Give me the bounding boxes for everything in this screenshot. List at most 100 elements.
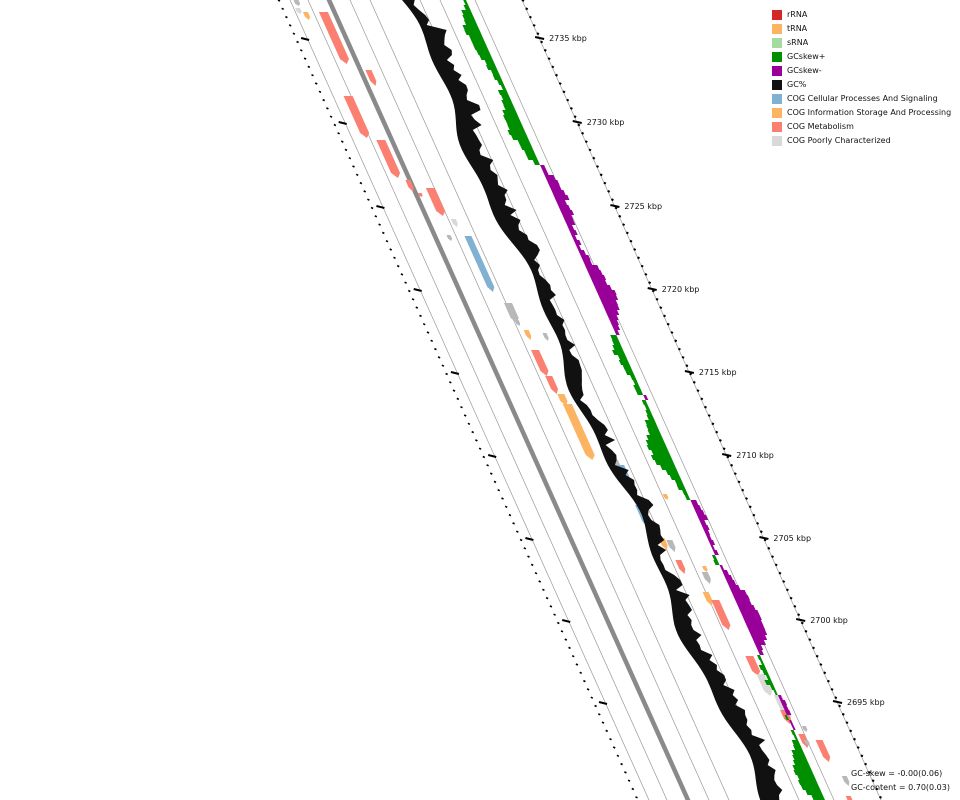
inner-major-tick [561, 619, 571, 623]
legend-label: GCskew+ [787, 52, 826, 61]
inner-minor-tick [378, 223, 381, 226]
gc-skew-negative-segment [589, 275, 607, 280]
gene-arrow [841, 776, 850, 786]
gc-skew-negative-segment [742, 615, 762, 620]
gc-skew-positive-segment [464, 30, 482, 35]
ruler-minor-tick [838, 704, 842, 708]
inner-minor-tick [501, 497, 504, 500]
gc-skew-positive-segment [665, 470, 680, 475]
ruler-minor-tick [569, 107, 573, 110]
inner-minor-tick [553, 613, 556, 616]
inner-minor-tick [422, 322, 426, 326]
gc-skew-negative-segment [737, 605, 756, 610]
gc-skew-positive-segment [646, 435, 664, 440]
ruler-minor-tick [782, 580, 786, 583]
gc-skew-negative-segment [780, 700, 788, 705]
gc-skew-negative-segment [542, 170, 549, 175]
gc-content-swatch-icon [772, 80, 782, 90]
gene-arrow [425, 188, 446, 216]
gc-skew-positive-segment [462, 15, 475, 20]
legend-label: GCskew- [787, 66, 822, 75]
inner-minor-tick [441, 364, 445, 367]
gc-skew-negative-segment [643, 395, 649, 400]
gc-skew-positive-segment [646, 425, 659, 430]
ruler-minor-tick [540, 40, 544, 44]
gene-arrow [701, 572, 711, 584]
inner-minor-tick [281, 7, 285, 11]
gc-skew-negative-segment [609, 320, 620, 325]
gc-skew-positive-segment [791, 740, 801, 745]
inner-minor-tick [631, 787, 635, 791]
gc-skew-negative-segment [591, 280, 608, 285]
ruler-minor-tick [696, 389, 700, 392]
gc-skew-negative-segment [728, 585, 741, 590]
inner-minor-tick [508, 513, 512, 517]
gc-skew-positive-segment [641, 400, 648, 405]
gc-skew-positive-segment [630, 375, 637, 380]
inner-minor-tick [419, 314, 422, 318]
gc-skew-positive-segment [773, 690, 778, 695]
ruler-minor-tick [633, 248, 637, 251]
ruler-minor-tick [525, 7, 529, 11]
inner-minor-tick [523, 547, 527, 550]
inner-minor-tick [367, 198, 370, 201]
inner-minor-tick [348, 156, 352, 160]
inner-minor-tick [586, 688, 590, 691]
gc-skew-negative-segment [611, 325, 621, 330]
track-line [439, 0, 800, 800]
gc-skew-negative-segment [706, 535, 712, 540]
gc-skew-negative-segment [789, 720, 794, 725]
gc-skew-positive-segment [463, 0, 469, 5]
ruler-minor-tick [603, 181, 607, 185]
gene-arrow [562, 404, 595, 460]
inner-minor-tick [601, 721, 605, 724]
ruler-minor-tick [778, 571, 782, 575]
inner-minor-tick [314, 82, 318, 85]
inner-minor-tick [396, 264, 400, 268]
gc-skew-negative-segment [726, 580, 737, 585]
gc-skew-positive-segment [490, 70, 500, 75]
legend-label: sRNA [787, 38, 809, 47]
ruler-minor-tick [555, 73, 558, 77]
gcskew-negative-swatch-icon [772, 66, 782, 76]
inner-minor-tick [318, 90, 322, 94]
inner-minor-tick [411, 298, 415, 301]
gc-skew-positive-segment [791, 750, 805, 755]
inner-major-tick [300, 37, 310, 41]
gc-skew-negative-segment [699, 520, 707, 525]
gc-skew-negative-segment [721, 570, 730, 575]
gc-skew-positive-segment [645, 410, 653, 415]
ruler-minor-tick [771, 555, 774, 558]
track-line [474, 0, 835, 800]
gc-skew-negative-segment [750, 635, 768, 640]
gc-skew-negative-segment [782, 705, 789, 710]
cog-poorly-characterized-swatch-icon [772, 136, 782, 146]
gc-skew-negative-segment [596, 290, 617, 295]
gene-arrow [405, 180, 414, 192]
gc-skew-negative-segment [757, 650, 764, 655]
ruler-minor-tick [815, 654, 819, 658]
ruler-minor-tick [700, 397, 704, 401]
gc-skew-positive-segment [660, 465, 677, 470]
cog-cellular-swatch-icon [772, 94, 782, 104]
gc-skew-positive-segment [805, 790, 823, 795]
gc-skew-positive-segment [633, 385, 641, 390]
gc-skew-positive-segment [463, 20, 478, 25]
gc-skew-positive-segment [524, 150, 536, 155]
inner-minor-tick [296, 40, 299, 44]
gc-skew-positive-segment [463, 5, 471, 10]
gene-arrow [531, 350, 549, 376]
gc-skew-negative-segment [710, 545, 715, 550]
ruler-minor-tick [722, 447, 726, 451]
ruler-minor-tick [581, 131, 585, 135]
gc-skew-positive-segment [669, 475, 682, 480]
ruler-minor-tick [566, 98, 570, 102]
ruler-minor-tick [610, 198, 614, 202]
gc-skew-negative-segment [564, 220, 576, 225]
gc-skew-stat: GC-skew = -0.00(0.06) [851, 769, 943, 778]
coordinate-ruler: 2735 kbp 2730 kbp 2725 kbp 2720 kbp 2715 kbp… [521, 0, 885, 799]
ruler-minor-tick [733, 472, 737, 475]
gc-skew-negative-segment [791, 725, 796, 730]
gc-skew-positive-segment [793, 745, 803, 750]
ruler-minor-tick [681, 356, 685, 359]
